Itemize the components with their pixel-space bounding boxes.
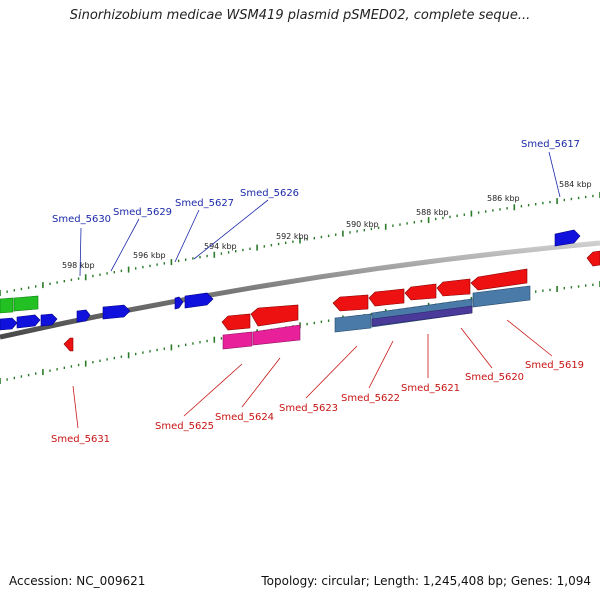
gene-label-smed-5617[interactable]: Smed_5617 (521, 139, 580, 150)
gene-feature[interactable] (332, 294, 369, 312)
gene-label-smed-5619[interactable]: Smed_5619 (525, 360, 584, 371)
gene-feature[interactable] (472, 285, 531, 308)
gene-feature[interactable] (221, 313, 251, 331)
gene-feature[interactable] (13, 295, 39, 312)
tick-row-upper (0, 192, 600, 296)
gene-feature[interactable] (76, 309, 91, 323)
gene-feature[interactable] (250, 304, 299, 327)
gene-label-smed-5629[interactable]: Smed_5629 (113, 207, 172, 218)
gene-feature[interactable] (436, 278, 471, 297)
tick-label-584: 584 kbp (559, 180, 592, 189)
forward-callouts: Smed_5630 Smed_5629 Smed_5627 Smed_5626 … (52, 139, 580, 277)
gene-feature[interactable] (184, 292, 214, 309)
gene-feature[interactable] (368, 288, 405, 307)
gene-label-smed-5630[interactable]: Smed_5630 (52, 214, 111, 225)
gene-label-smed-5627[interactable]: Smed_5627 (175, 198, 234, 209)
gene-label-smed-5622[interactable]: Smed_5622 (341, 393, 400, 404)
gene-feature[interactable] (0, 317, 18, 331)
gene-feature[interactable] (470, 268, 528, 291)
gene-feature[interactable] (404, 283, 437, 301)
reverse-callouts: Smed_5631 Smed_5625 Smed_5624 Smed_5623 … (51, 319, 584, 445)
gene-label-smed-5625[interactable]: Smed_5625 (155, 421, 214, 432)
reverse-genes (0, 250, 600, 352)
tick-label-594: 594 kbp (204, 242, 237, 251)
gene-label-smed-5623[interactable]: Smed_5623 (279, 403, 338, 414)
forward-genes (0, 229, 581, 323)
gene-feature[interactable] (586, 250, 600, 267)
gene-feature[interactable] (371, 305, 473, 327)
tick-label-598: 598 kbp (62, 261, 95, 270)
tick-labels: 598 kbp 596 kbp 594 kbp 592 kbp 590 kbp … (62, 180, 592, 270)
gene-label-smed-5624[interactable]: Smed_5624 (215, 412, 274, 423)
tick-label-588: 588 kbp (416, 208, 449, 217)
gene-feature[interactable] (174, 296, 184, 310)
gene-feature[interactable] (16, 314, 41, 329)
gene-label-smed-5620[interactable]: Smed_5620 (465, 372, 524, 383)
genome-summary-text: Topology: circular; Length: 1,245,408 bp… (261, 574, 591, 588)
gene-label-smed-5621[interactable]: Smed_5621 (401, 383, 460, 394)
tick-label-596: 596 kbp (133, 251, 166, 260)
gene-feature[interactable] (63, 337, 74, 352)
gene-feature[interactable] (102, 304, 131, 320)
tick-label-590: 590 kbp (346, 220, 379, 229)
map-title: Sinorhizobium medicae WSM419 plasmid pSM… (69, 8, 531, 23)
accession-text: Accession: NC_009621 (9, 574, 146, 588)
tick-label-592: 592 kbp (276, 232, 309, 241)
gene-feature[interactable] (554, 229, 581, 247)
gene-feature[interactable] (334, 313, 372, 333)
gene-label-smed-5626[interactable]: Smed_5626 (240, 188, 299, 199)
gene-feature[interactable] (252, 324, 301, 346)
tick-label-586: 586 kbp (487, 194, 520, 203)
gene-feature[interactable] (222, 331, 253, 350)
gene-feature[interactable] (40, 313, 58, 327)
gene-feature[interactable] (0, 297, 14, 314)
gene-label-smed-5631[interactable]: Smed_5631 (51, 434, 110, 445)
